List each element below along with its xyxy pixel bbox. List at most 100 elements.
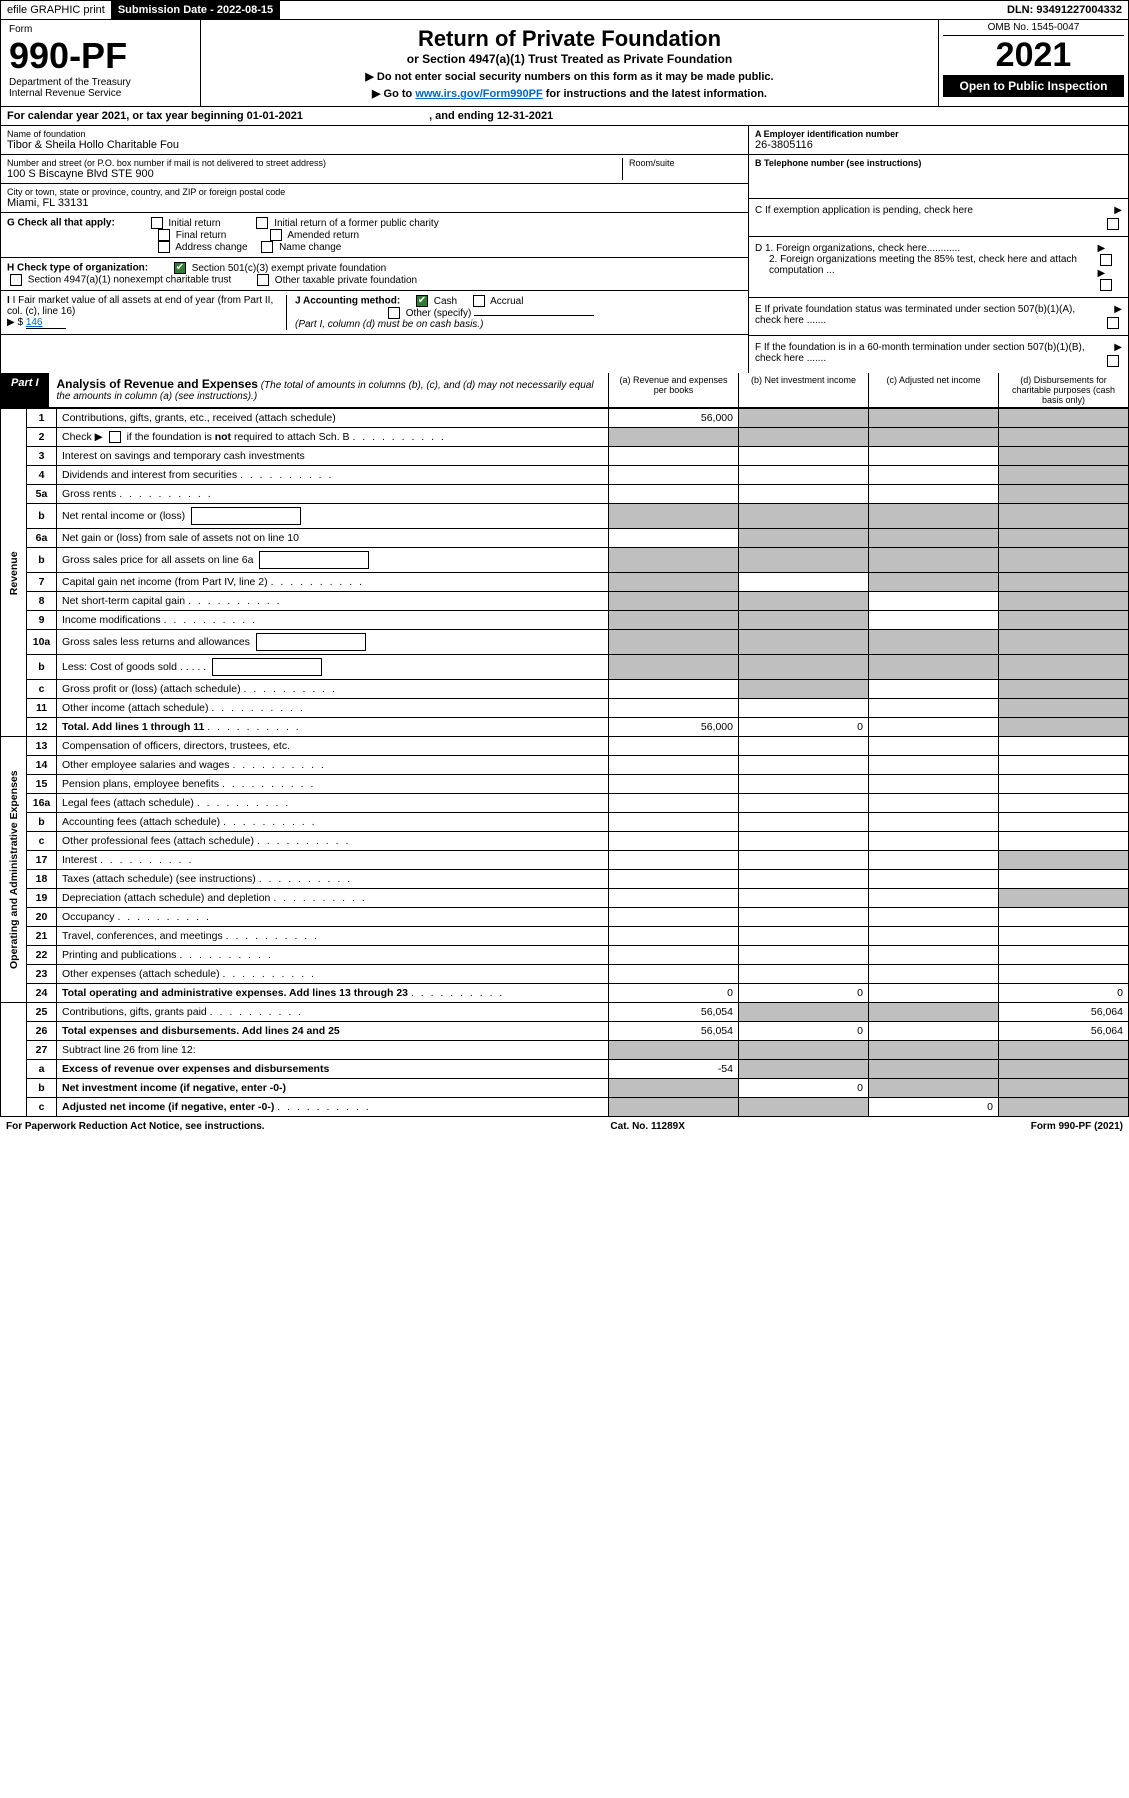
- table-row: 15 Pension plans, employee benefits: [1, 775, 1129, 794]
- section-h: H Check type of organization: Section 50…: [1, 258, 748, 291]
- checkbox-other-taxable[interactable]: [257, 274, 269, 286]
- checkbox-amended-return[interactable]: [270, 229, 282, 241]
- form-note-2: ▶ Go to www.irs.gov/Form990PF for instru…: [213, 87, 926, 100]
- form-header-center: Return of Private Foundation or Section …: [201, 20, 938, 106]
- table-row: 25 Contributions, gifts, grants paid 56,…: [1, 1003, 1129, 1022]
- footer-mid: Cat. No. 11289X: [610, 1121, 684, 1132]
- inline-box-5b: [191, 507, 301, 525]
- part1-label: Part I: [1, 373, 49, 407]
- table-row: c Other professional fees (attach schedu…: [1, 832, 1129, 851]
- checkbox-85pct-test[interactable]: [1100, 279, 1112, 291]
- table-row: 16a Legal fees (attach schedule): [1, 794, 1129, 813]
- efile-label: efile GRAPHIC print: [1, 1, 112, 19]
- checkbox-initial-return[interactable]: [151, 217, 163, 229]
- form-header-left: Form 990-PF Department of the Treasury I…: [1, 20, 201, 106]
- table-row: b Less: Cost of goods sold . . . . .: [1, 655, 1129, 680]
- page-footer: For Paperwork Reduction Act Notice, see …: [0, 1117, 1129, 1136]
- table-row: c Gross profit or (loss) (attach schedul…: [1, 680, 1129, 699]
- open-public: Open to Public Inspection: [943, 75, 1124, 97]
- col-d-header: (d) Disbursements for charitable purpose…: [998, 373, 1128, 407]
- checkbox-cash[interactable]: [416, 295, 428, 307]
- table-row: b Accounting fees (attach schedule): [1, 813, 1129, 832]
- table-row: b Net rental income or (loss): [1, 504, 1129, 529]
- table-row: c Adjusted net income (if negative, ente…: [1, 1098, 1129, 1117]
- checkbox-4947[interactable]: [10, 274, 22, 286]
- footer-left: For Paperwork Reduction Act Notice, see …: [6, 1121, 265, 1132]
- table-row: a Excess of revenue over expenses and di…: [1, 1060, 1129, 1079]
- cash-basis-note: (Part I, column (d) must be on cash basi…: [295, 319, 483, 330]
- checkbox-sch-b[interactable]: [109, 431, 121, 443]
- table-row: 12 Total. Add lines 1 through 11 56,000 …: [1, 718, 1129, 737]
- top-bar: efile GRAPHIC print Submission Date - 20…: [0, 0, 1129, 20]
- checkbox-exemption-pending[interactable]: [1107, 218, 1119, 230]
- table-row: 11 Other income (attach schedule): [1, 699, 1129, 718]
- checkbox-accrual[interactable]: [473, 295, 485, 307]
- table-row: 18 Taxes (attach schedule) (see instruct…: [1, 870, 1129, 889]
- checkbox-name-change[interactable]: [261, 241, 273, 253]
- submission-date: Submission Date - 2022-08-15: [112, 1, 280, 19]
- main-table: Revenue 1 Contributions, gifts, grants, …: [0, 408, 1129, 1117]
- inline-box-10a: [256, 633, 366, 651]
- table-row: 24 Total operating and administrative ex…: [1, 984, 1129, 1003]
- table-row: 2 Check ▶ if the foundation is not requi…: [1, 428, 1129, 447]
- form-number: 990-PF: [9, 35, 192, 77]
- checkbox-final-return[interactable]: [158, 229, 170, 241]
- fmv-value[interactable]: 146: [26, 317, 66, 329]
- dept-treasury: Department of the Treasury: [9, 77, 192, 88]
- part1-desc: Analysis of Revenue and Expenses (The to…: [49, 373, 608, 407]
- table-row: 17 Interest: [1, 851, 1129, 870]
- inline-box-10b: [212, 658, 322, 676]
- section-e: E If private foundation status was termi…: [749, 298, 1128, 336]
- table-row: 6a Net gain or (loss) from sale of asset…: [1, 529, 1129, 548]
- foundation-name-cell: Name of foundation Tibor & Sheila Hollo …: [1, 126, 748, 155]
- form-title: Return of Private Foundation: [213, 26, 926, 52]
- table-row: 27 Subtract line 26 from line 12:: [1, 1041, 1129, 1060]
- table-row: 21 Travel, conferences, and meetings: [1, 927, 1129, 946]
- checkbox-status-terminated[interactable]: [1107, 317, 1119, 329]
- form-label: Form: [9, 24, 192, 35]
- ein-cell: A Employer identification number 26-3805…: [749, 126, 1128, 155]
- form-header-right: OMB No. 1545-0047 2021 Open to Public In…: [938, 20, 1128, 106]
- section-f: F If the foundation is in a 60-month ter…: [749, 336, 1128, 373]
- expenses-sidebar: Operating and Administrative Expenses: [1, 737, 27, 1003]
- col-b-header: (b) Net investment income: [738, 373, 868, 407]
- checkbox-501c3[interactable]: [174, 262, 186, 274]
- dept-irs: Internal Revenue Service: [9, 88, 192, 99]
- city-cell: City or town, state or province, country…: [1, 184, 748, 213]
- table-row: 22 Printing and publications: [1, 946, 1129, 965]
- table-row: b Gross sales price for all assets on li…: [1, 548, 1129, 573]
- info-block: Name of foundation Tibor & Sheila Hollo …: [0, 126, 1129, 373]
- checkbox-address-change[interactable]: [158, 241, 170, 253]
- room-suite-label: Room/suite: [629, 158, 742, 168]
- table-row: 3 Interest on savings and temporary cash…: [1, 447, 1129, 466]
- section-i-j: I I Fair market value of all assets at e…: [1, 291, 748, 335]
- address-cell: Number and street (or P.O. box number if…: [1, 155, 748, 184]
- section-i-label: I I Fair market value of all assets at e…: [7, 295, 273, 317]
- table-row: 19 Depreciation (attach schedule) and de…: [1, 889, 1129, 908]
- inline-box-6b: [259, 551, 369, 569]
- part1-header: Part I Analysis of Revenue and Expenses …: [0, 373, 1129, 408]
- table-row: 8 Net short-term capital gain: [1, 592, 1129, 611]
- table-row: 9 Income modifications: [1, 611, 1129, 630]
- table-row: Operating and Administrative Expenses 13…: [1, 737, 1129, 756]
- checkbox-foreign-org[interactable]: [1100, 254, 1112, 266]
- table-row: 23 Other expenses (attach schedule): [1, 965, 1129, 984]
- table-row: 7 Capital gain net income (from Part IV,…: [1, 573, 1129, 592]
- info-left: Name of foundation Tibor & Sheila Hollo …: [1, 126, 748, 373]
- checkbox-60month[interactable]: [1107, 355, 1119, 367]
- checkbox-other-method[interactable]: [388, 307, 400, 319]
- tax-year: 2021: [943, 36, 1124, 75]
- omb-number: OMB No. 1545-0047: [943, 22, 1124, 36]
- part1-columns: (a) Revenue and expenses per books (b) N…: [608, 373, 1128, 407]
- checkbox-initial-former[interactable]: [256, 217, 268, 229]
- table-row: b Net investment income (if negative, en…: [1, 1079, 1129, 1098]
- col-a-header: (a) Revenue and expenses per books: [608, 373, 738, 407]
- table-row: 5a Gross rents: [1, 485, 1129, 504]
- dln: DLN: 93491227004332: [1001, 1, 1128, 19]
- form-subtitle: or Section 4947(a)(1) Trust Treated as P…: [213, 52, 926, 66]
- table-row: 14 Other employee salaries and wages: [1, 756, 1129, 775]
- irs-link[interactable]: www.irs.gov/Form990PF: [415, 88, 542, 100]
- telephone-cell: B Telephone number (see instructions): [749, 155, 1128, 199]
- section-d: D 1. Foreign organizations, check here..…: [749, 237, 1128, 298]
- form-header: Form 990-PF Department of the Treasury I…: [0, 20, 1129, 107]
